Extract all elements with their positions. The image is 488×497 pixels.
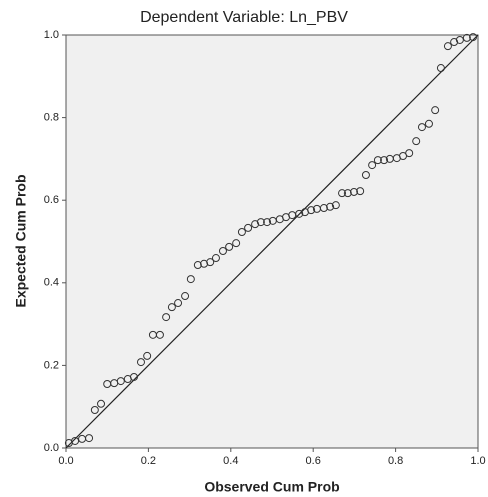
point	[251, 220, 260, 229]
point	[71, 436, 80, 445]
y-tick-label: 0.4	[44, 277, 59, 289]
point	[356, 187, 365, 196]
point	[90, 406, 99, 415]
point	[338, 189, 347, 198]
point	[469, 33, 478, 42]
point	[211, 254, 220, 263]
chart-title: Dependent Variable: Ln_PBV	[140, 9, 348, 26]
point	[331, 201, 340, 210]
point	[136, 358, 145, 367]
point	[424, 119, 433, 128]
point	[218, 246, 227, 255]
point	[143, 351, 152, 360]
point	[295, 209, 304, 218]
point	[186, 275, 195, 284]
x-tick-label: 0.0	[58, 455, 73, 467]
point	[436, 64, 445, 73]
point	[193, 261, 202, 270]
point	[256, 218, 265, 227]
y-tick-label: 0.0	[44, 442, 59, 454]
point	[443, 42, 452, 51]
point	[174, 299, 183, 308]
point	[368, 161, 377, 170]
point	[225, 242, 234, 251]
point	[431, 106, 440, 115]
point	[349, 187, 358, 196]
point	[326, 202, 335, 211]
point	[380, 156, 389, 165]
point	[450, 38, 459, 47]
point	[129, 372, 138, 381]
x-tick-label: 0.8	[388, 455, 403, 467]
reference-line	[65, 34, 479, 449]
point	[455, 35, 464, 44]
point	[206, 258, 215, 267]
x-tick-label: 1.0	[470, 455, 485, 467]
point	[162, 313, 171, 322]
y-axis-label: Expected Cum Prob	[13, 174, 29, 307]
point	[319, 204, 328, 213]
point	[232, 239, 241, 248]
point	[167, 303, 176, 312]
point	[462, 33, 471, 42]
point	[361, 171, 370, 180]
point	[85, 434, 94, 443]
point	[263, 218, 272, 227]
x-axis-label: Observed Cum Prob	[204, 479, 339, 495]
y-tick-label: 0.6	[44, 194, 59, 206]
x-tick-label: 0.4	[223, 455, 238, 467]
point	[244, 223, 253, 232]
x-tick-label: 0.6	[306, 455, 321, 467]
y-tick-label: 1.0	[44, 29, 59, 41]
y-tick-label: 0.8	[44, 112, 59, 124]
point	[116, 377, 125, 386]
point	[343, 189, 352, 198]
y-tick-label: 0.2	[44, 359, 59, 371]
point	[181, 292, 190, 301]
point	[307, 206, 316, 215]
point	[417, 123, 426, 132]
point	[405, 149, 414, 158]
point	[155, 330, 164, 339]
point	[412, 137, 421, 146]
point	[97, 399, 106, 408]
x-tick-label: 0.2	[141, 455, 156, 467]
point	[237, 228, 246, 237]
point	[373, 156, 382, 165]
